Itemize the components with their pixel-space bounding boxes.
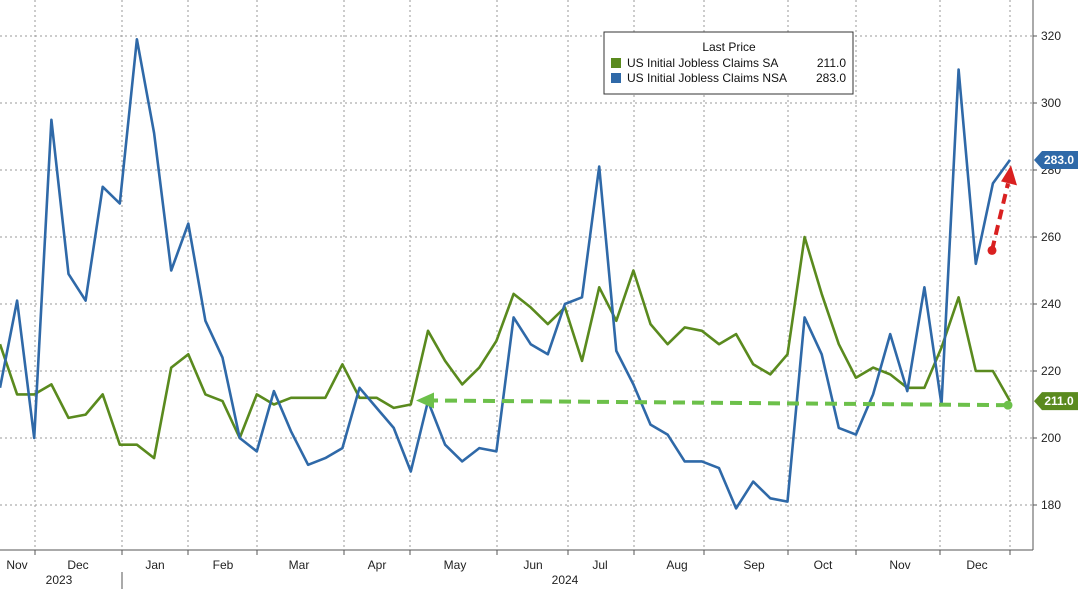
legend-last-nsa: 283.0 — [816, 71, 846, 85]
x-month-label-5: Apr — [368, 558, 387, 572]
annotations — [416, 165, 1017, 410]
x-month-label-0: Nov — [6, 558, 27, 572]
red-arrow-dot — [987, 245, 997, 255]
last-tag-label-sa: 211.0 — [1044, 394, 1074, 408]
x-month-label-10: Sep — [743, 558, 765, 572]
y-tick-label-260: 260 — [1041, 230, 1061, 244]
grid — [0, 0, 1033, 550]
last-tag-label-nsa: 283.0 — [1044, 153, 1074, 167]
x-month-label-11: Oct — [814, 558, 833, 572]
legend-title: Last Price — [702, 40, 756, 54]
legend-label-sa: US Initial Jobless Claims SA — [627, 56, 778, 70]
x-month-label-3: Feb — [213, 558, 234, 572]
green-arrow-head — [416, 392, 434, 409]
x-month-label-13: Dec — [966, 558, 987, 572]
x-month-label-12: Nov — [889, 558, 910, 572]
green-dashed-arrow-line — [431, 398, 1009, 408]
series-layer — [0, 37, 1012, 510]
last-value-tags: 211.0 283.0 — [1034, 150, 1078, 411]
y-tick-label-320: 320 — [1041, 29, 1061, 43]
y-tick-label-180: 180 — [1041, 498, 1061, 512]
legend-swatch-nsa — [611, 73, 621, 83]
green-arrow-dot — [1003, 400, 1013, 410]
red-dashed-arrow-line — [990, 182, 1010, 251]
x-month-label-9: Aug — [666, 558, 687, 572]
series-line-sa — [0, 235, 1012, 460]
x-month-label-2: Jan — [145, 558, 164, 572]
legend-box — [603, 31, 854, 95]
x-month-label-8: Jul — [592, 558, 607, 572]
red-arrow-head — [1001, 165, 1017, 186]
x-month-label-4: Mar — [289, 558, 310, 572]
legend-swatch-sa — [611, 58, 621, 68]
legend-last-sa: 211.0 — [817, 56, 846, 70]
y-tick-label-300: 300 — [1041, 96, 1061, 110]
last-tag-nsa — [1034, 150, 1078, 169]
y-tick-label-240: 240 — [1041, 297, 1061, 311]
legend: Last Price US Initial Jobless Claims SA … — [603, 31, 854, 95]
x-month-label-1: Dec — [67, 558, 88, 572]
x-month-label-7: Jun — [523, 558, 542, 572]
y-tick-label-200: 200 — [1041, 431, 1061, 445]
x-year-label-1: 2024 — [552, 573, 579, 587]
last-tag-sa — [1034, 392, 1078, 411]
legend-label-nsa: US Initial Jobless Claims NSA — [627, 71, 787, 85]
y-tick-label-220: 220 — [1041, 364, 1061, 378]
x-year-label-0: 2023 — [46, 573, 73, 587]
x-month-label-6: May — [444, 558, 467, 572]
series-line-nsa — [0, 37, 1012, 510]
